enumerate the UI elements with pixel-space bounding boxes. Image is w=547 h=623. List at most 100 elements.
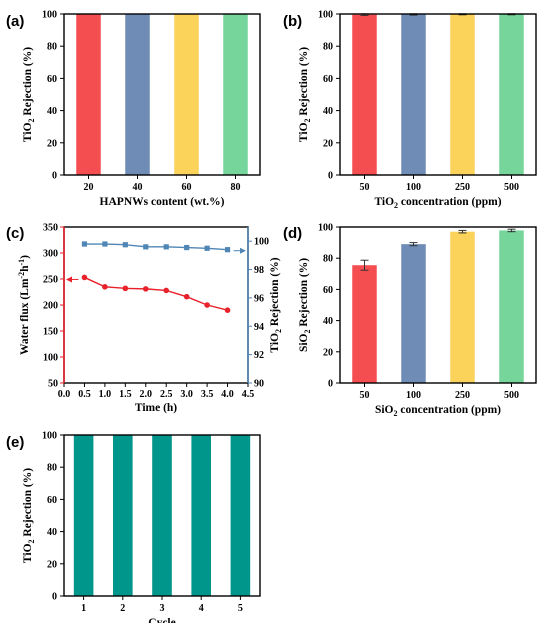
plot-frame [63,13,261,176]
y-tick-label: 0 [52,171,57,182]
x-tick-label: 100 [406,182,421,193]
y-left-tick-label: 100 [43,353,58,364]
x-tick-label: 0.0 [58,389,71,400]
y-tick-label: 40 [323,316,333,327]
x-tick-label: 0.5 [78,389,91,400]
x-tick-label: 5 [238,603,243,614]
bar [401,244,426,383]
x-tick-label: 2.5 [160,389,173,400]
plot-frame [339,13,537,176]
panel-d: (d) 50 100 250 500 0 20 40 60 80 100 SiO2 concentra… [283,223,537,418]
bar [352,265,377,383]
x-axis-label: TiO2 concentration (ppm) [374,196,501,210]
bar [499,14,524,175]
water-flux-point [204,302,210,308]
plot-frame [339,226,537,384]
tio2-rejection-point [224,247,231,253]
y-tick-label: 40 [323,106,333,117]
y-axis-label: SiO2 Rejection (%) [298,258,312,352]
bar [401,14,426,175]
bar [223,14,248,176]
panel-a: (a) 20 40 60 80 0 20 40 60 80 100 HAPNWs content (w… [6,10,261,208]
y-left-tick-label: 250 [43,275,58,286]
panel-tag: (c) [6,225,24,242]
panel-b: (b) 50 100 250 500 0 20 40 60 80 100 TiO2 concentra… [283,10,537,210]
y-axis-label: TiO2 Rejection (%) [298,47,312,142]
x-tick-label: 250 [455,390,470,401]
y-right-axis-label: TiO2 Rejection (%) [269,257,283,352]
panel-tag: (b) [283,13,302,30]
y-tick-label: 0 [52,592,57,603]
y-left-tick-label: 350 [43,223,58,234]
panel-e: (e) 1 2 3 4 5 0 20 40 60 80 100 Cycle TiO2 Rejection … [6,431,261,623]
x-tick-label: 4.0 [221,389,234,400]
tio2-rejection-line [84,243,228,251]
tio2-rejection-point [102,241,108,247]
y-tick-label: 80 [47,463,57,474]
x-tick-label: 100 [406,390,421,401]
x-tick-label: 1 [81,603,86,614]
y-right-tick-label: 98 [254,265,264,276]
y-tick-label: 60 [47,495,57,506]
water-flux-point [224,307,231,314]
panel-tag: (e) [6,434,24,451]
y-right-tick-label: 100 [254,237,269,248]
x-tick-label: 80 [231,182,241,193]
y-tick-label: 40 [47,106,57,117]
flux-arrow-head [66,276,72,283]
y-tick-label: 100 [42,431,57,442]
plot-frame [63,226,249,384]
x-axis-label: Cycle [148,617,175,623]
x-tick-label: 50 [360,182,370,193]
panel-tag: (a) [6,13,24,30]
y-tick-label: 0 [328,379,333,390]
y-axis-label: TiO2 Rejection (%) [22,47,36,142]
y-tick-label: 20 [47,559,57,570]
x-tick-label: 500 [504,182,519,193]
y-tick-label: 60 [323,74,333,85]
y-left-tick-label: 50 [48,379,58,390]
y-tick-label: 80 [323,254,333,265]
x-tick-label: 3 [160,603,165,614]
panel-tag: (d) [283,225,302,242]
x-tick-label: 250 [455,182,470,193]
y-tick-label: 20 [323,138,333,149]
y-tick-label: 60 [323,285,333,296]
x-tick-label: 1.5 [119,389,132,400]
bar [113,435,133,596]
tio2-rejection-point [81,241,88,247]
bar [73,435,94,596]
bar [230,435,251,596]
bar [191,435,211,596]
y-tick-label: 20 [47,138,57,149]
x-tick-label: 2.0 [140,389,153,400]
water-flux-point [163,287,170,294]
x-axis-label: HAPNWs content (wt.%) [100,196,225,208]
water-flux-point [183,293,190,300]
water-flux-line [84,276,228,311]
tio2-rejection-point [184,244,190,251]
water-flux-point [81,274,88,281]
y-tick-label: 100 [42,10,57,21]
y-tick-label: 100 [318,223,333,234]
y-tick-label: 20 [323,347,333,358]
tio2-rejection-point [122,242,128,248]
x-tick-label: 1.0 [99,389,112,400]
y-axis-label: TiO2 Rejection (%) [22,468,36,563]
bar [499,230,524,383]
y-right-tick-label: 92 [254,350,264,361]
y-right-tick-label: 90 [254,379,264,390]
bar [76,14,101,176]
x-tick-label: 60 [182,182,192,193]
x-tick-label: 40 [133,182,143,193]
x-axis-label: SiO2 concentration (ppm) [375,404,501,418]
plot-frame [63,434,261,597]
water-flux-point [102,284,108,290]
x-tick-label: 2 [120,603,125,614]
water-flux-point [142,286,149,292]
tio2-rejection-point [204,245,210,251]
y-right-tick-label: 96 [254,293,264,304]
tio2-rejection-point [163,244,169,250]
x-tick-label: 3.5 [201,389,214,400]
